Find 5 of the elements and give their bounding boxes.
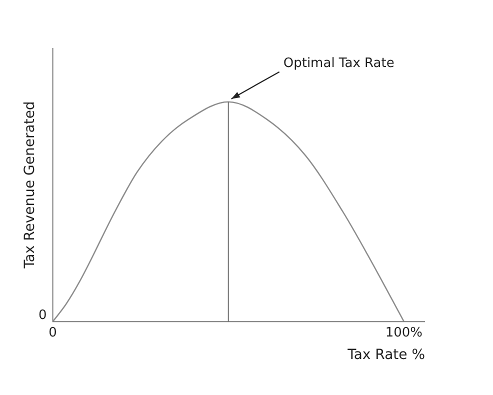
y-axis-title: Tax Revenue Generated [22,101,38,270]
text: 0 [38,308,47,323]
annotation: Optimal Tax Rate [283,56,394,72]
x-axis-title: Tax Rate % [346,347,425,364]
x-tick-label: 100% [385,325,423,340]
